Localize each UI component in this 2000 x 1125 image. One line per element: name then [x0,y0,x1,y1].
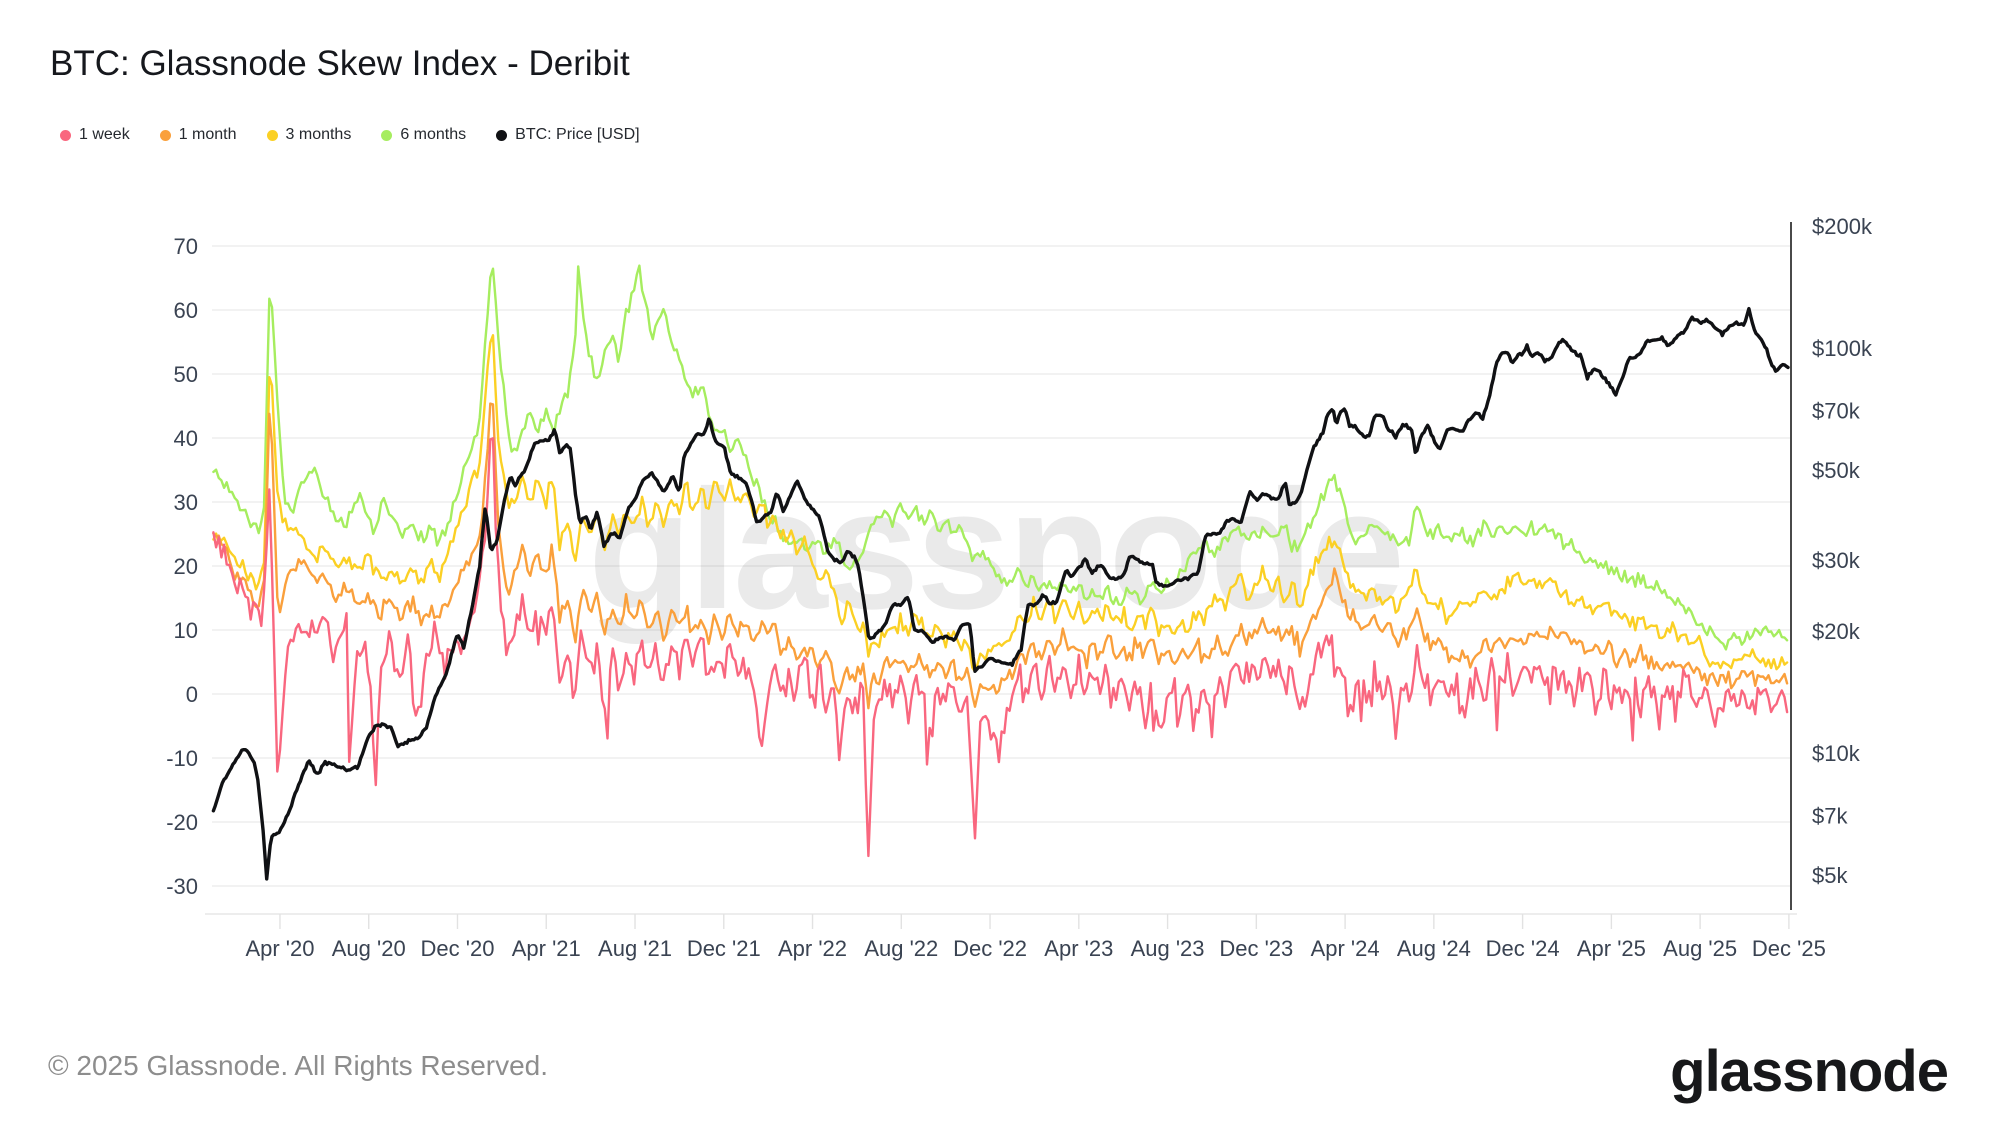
series-line-btc-price-usd- [211,306,1790,881]
copyright-text: © 2025 Glassnode. All Rights Reserved. [48,1050,549,1081]
series-line-1-week [212,437,1789,858]
x-axis-tick-label: Aug '23 [1131,936,1205,961]
left-axis-tick-label: 0 [186,682,198,707]
left-axis-tick-label: -10 [166,746,198,771]
x-axis-tick-label: Apr '22 [778,936,847,961]
x-axis-tick-label: Aug '24 [1397,936,1471,961]
series-line-1-month [212,402,1789,710]
left-axis-tick-label: 70 [174,234,198,259]
legend-label: 3 months [285,126,352,143]
right-axis-tick-label: $50k [1812,458,1861,483]
chart-legend: 1 week 1 month 3 months 6 months BTC: Price … [60,126,640,144]
series-line-6-months [212,264,1789,651]
legend-item-1-month[interactable]: 1 month [159,126,237,144]
x-axis-tick-label: Aug '22 [864,936,938,961]
legend-label: 1 month [178,126,237,143]
right-axis-tick-label: $30k [1812,548,1861,573]
right-axis-tick-label: $20k [1812,619,1861,644]
x-axis-tick-label: Apr '25 [1577,936,1646,961]
left-axis-tick-label: -30 [166,874,198,899]
right-axis-tick-label: $100k [1812,336,1873,361]
x-axis-tick-label: Dec '25 [1752,936,1826,961]
left-axis-tick-label: 30 [174,490,198,515]
right-axis-tick-label: $70k [1812,399,1861,424]
x-axis-tick-label: Dec '20 [421,936,495,961]
legend-color-dot-icon [381,129,393,141]
x-axis-tick-label: Dec '22 [953,936,1027,961]
x-axis-tick-label: Apr '21 [512,936,581,961]
x-axis-tick-label: Apr '20 [245,936,314,961]
legend-color-dot-icon [266,129,278,141]
left-axis-tick-label: 40 [174,426,198,451]
legend-label: 6 months [400,126,467,143]
page-title: BTC: Glassnode Skew Index - Deribit [50,44,630,83]
legend-item-btc-price-usd-[interactable]: BTC: Price [USD] [496,126,640,144]
glassnode-logo[interactable]: glassnode [1670,1039,1949,1104]
x-axis-tick-label: Aug '21 [598,936,672,961]
glassnode-watermark: glassnode [588,455,1402,645]
left-axis-tick-label: 50 [174,362,198,387]
left-axis-tick-label: -20 [166,810,198,835]
x-axis-tick-label: Dec '24 [1486,936,1560,961]
right-axis-tick-label: $10k [1812,741,1861,766]
series-line-3-months [212,334,1789,673]
left-axis-tick-label: 20 [174,554,198,579]
left-axis-tick-label: 10 [174,618,198,643]
x-axis-tick-label: Apr '23 [1044,936,1113,961]
legend-color-dot-icon [496,129,508,141]
x-axis-tick-label: Aug '20 [332,936,406,961]
left-axis-tick-label: 60 [174,298,198,323]
legend-item-6-months[interactable]: 6 months [381,126,466,144]
x-axis-tick-label: Apr '24 [1311,936,1380,961]
legend-item-3-months[interactable]: 3 months [266,126,352,144]
x-axis-tick-label: Dec '23 [1219,936,1293,961]
legend-color-dot-icon [159,129,171,141]
x-axis-tick-label: Dec '21 [687,936,761,961]
right-axis-tick-label: $7k [1812,804,1848,829]
legend-label: BTC: Price [USD] [515,126,640,143]
right-axis-tick-label: $200k [1812,214,1873,239]
legend-label: 1 week [79,126,130,143]
legend-item-1-week[interactable]: 1 week [60,126,130,144]
right-axis-tick-label: $5k [1812,863,1848,888]
legend-color-dot-icon [60,129,71,141]
x-axis-tick-label: Aug '25 [1663,936,1737,961]
